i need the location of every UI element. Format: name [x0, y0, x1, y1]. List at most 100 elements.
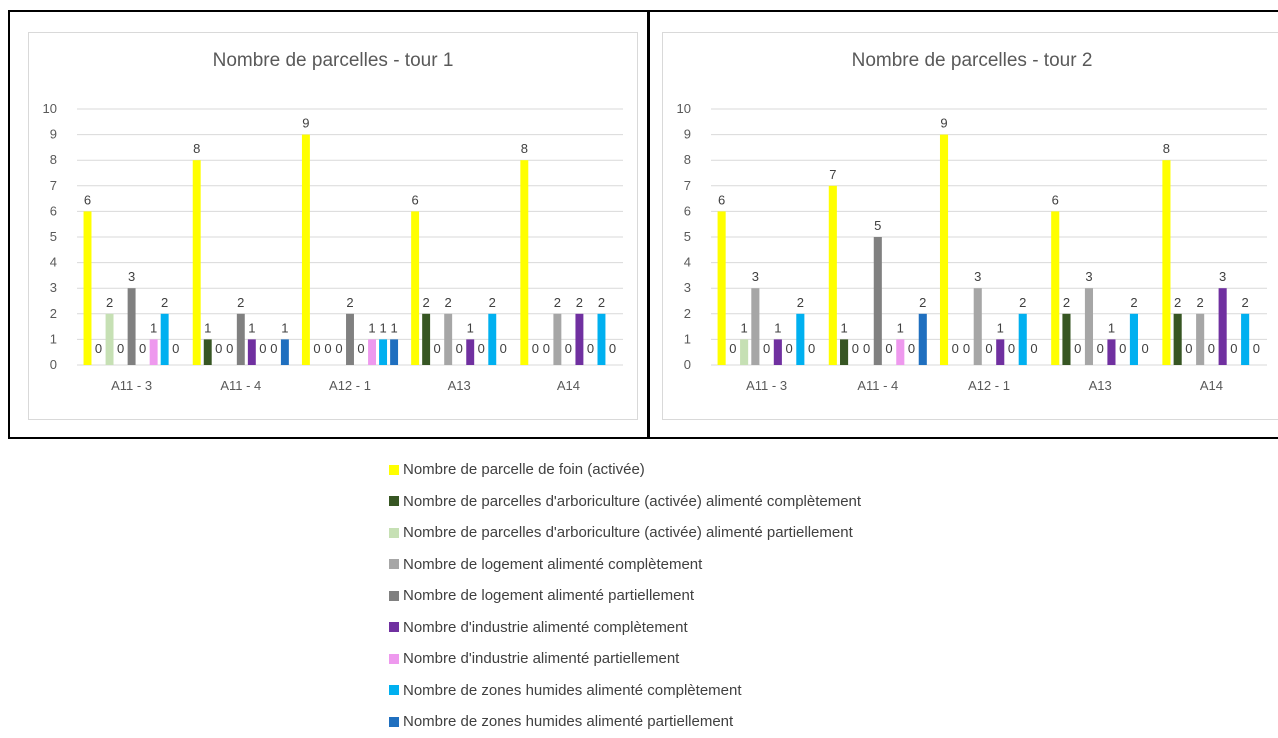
chart-panel-tour-1: Nombre de parcelles - tour 1 0 1 2 3 4 5 6 7 8 9 10…: [8, 10, 649, 439]
bar: [939, 134, 949, 365]
data-label: 0: [226, 341, 233, 356]
x-tick-label: A11 - 4: [857, 378, 898, 393]
legend-item: Nombre de parcelle de foin (activée): [389, 454, 1009, 486]
bar: [280, 339, 289, 365]
data-label: 0: [565, 341, 572, 356]
data-label: 3: [1219, 269, 1226, 284]
data-label: 2: [423, 295, 430, 310]
y-tick-label: 4: [50, 255, 57, 270]
y-tick-label: 0: [684, 357, 691, 372]
data-label: 0: [808, 341, 815, 356]
data-label: 9: [940, 116, 947, 131]
data-label: 1: [248, 320, 255, 335]
bar: [390, 339, 399, 365]
data-label: 1: [840, 320, 847, 335]
legend-label: Nombre de zones humides alimenté complèt…: [403, 681, 742, 699]
y-tick-label: 1: [684, 331, 691, 346]
bar: [444, 313, 453, 365]
data-label: 2: [1019, 295, 1026, 310]
y-tick-label: 4: [684, 255, 691, 270]
data-label: 2: [554, 295, 561, 310]
data-label: 0: [335, 341, 342, 356]
data-label: 0: [852, 341, 859, 356]
y-tick-label: 5: [50, 229, 57, 244]
legend-label: Nombre de logement alimenté partiellemen…: [403, 587, 694, 605]
bar: [1196, 313, 1205, 365]
data-label: 2: [1242, 295, 1249, 310]
data-label: 0: [885, 341, 892, 356]
bar: [346, 313, 354, 365]
legend-item: Nombre de zones humides alimenté complèt…: [389, 675, 1009, 707]
legend-swatch: [389, 527, 399, 538]
data-label: 6: [1052, 192, 1059, 207]
bar: [301, 134, 310, 365]
data-label: 0: [172, 341, 179, 356]
bar: [247, 339, 256, 365]
chart-title: Nombre de parcelles - tour 1: [213, 50, 454, 71]
legend-item: Nombre de logement alimenté complètement: [389, 549, 1009, 581]
bar: [1107, 339, 1116, 365]
chart-legend: Nombre de parcelle de foin (activée) Nomb…: [389, 454, 1009, 738]
data-label: 1: [897, 320, 904, 335]
data-label: 2: [1063, 295, 1070, 310]
bar: [973, 288, 982, 365]
data-label: 6: [718, 192, 725, 207]
y-tick-label: 10: [677, 101, 691, 116]
y-tick-label: 3: [50, 280, 57, 295]
data-label: 0: [1074, 341, 1081, 356]
x-tick-label: A11 - 3: [111, 378, 152, 393]
data-label: 0: [543, 341, 550, 356]
data-label: 8: [1163, 141, 1170, 156]
data-label: 1: [150, 320, 157, 335]
data-label: 2: [161, 295, 168, 310]
legend-swatch: [389, 464, 399, 475]
data-label: 2: [1130, 295, 1137, 310]
x-tick-label: A14: [557, 378, 580, 393]
y-tick-label: 8: [684, 152, 691, 167]
data-label: 1: [379, 320, 386, 335]
data-label: 0: [1030, 341, 1037, 356]
bar: [1162, 160, 1171, 365]
data-label: 0: [1142, 341, 1149, 356]
bar: [160, 313, 169, 365]
data-label: 1: [390, 320, 397, 335]
bar: [1062, 313, 1071, 365]
data-label: 0: [95, 341, 102, 356]
bar: [520, 160, 529, 365]
bar: [379, 339, 388, 365]
data-label: 0: [434, 341, 441, 356]
y-tick-label: 9: [684, 127, 691, 142]
bar: [1129, 313, 1138, 365]
y-tick-label: 2: [50, 306, 57, 321]
legend-swatch: [389, 685, 399, 696]
legend-label: Nombre de parcelle de foin (activée): [403, 461, 645, 479]
y-tick-label: 10: [43, 101, 57, 116]
chart-area-tour-2: Nombre de parcelles - tour 2 0 1 2 3 4 5 6 7 8 9 10…: [662, 32, 1278, 420]
bar: [149, 339, 158, 365]
bar: [873, 237, 882, 365]
chart-area-tour-1: Nombre de parcelles - tour 1 0 1 2 3 4 5 6 7 8 9 10…: [28, 32, 638, 420]
bar: [896, 339, 905, 365]
data-label: 6: [84, 192, 91, 207]
data-label: 2: [919, 295, 926, 310]
bar: [773, 339, 782, 365]
data-label: 0: [324, 341, 331, 356]
bar: [1051, 211, 1060, 365]
bar: [422, 313, 431, 365]
bar: [1173, 313, 1182, 365]
y-tick-label: 6: [684, 203, 691, 218]
bar: [1018, 313, 1027, 365]
data-label: 2: [1197, 295, 1204, 310]
data-label: 0: [215, 341, 222, 356]
data-label: 1: [467, 320, 474, 335]
x-tick-label: A11 - 4: [220, 378, 261, 393]
data-label: 0: [313, 341, 320, 356]
bar: [840, 339, 849, 365]
data-label: 7: [829, 167, 836, 182]
bar: [1084, 288, 1094, 365]
legend-label: Nombre d'industrie alimenté partiellemen…: [403, 650, 680, 668]
y-tick-label: 6: [50, 203, 57, 218]
legend-label: Nombre de parcelles d'arboriculture (act…: [403, 524, 853, 542]
x-tick-label: A13: [1089, 378, 1112, 393]
data-label: 1: [204, 320, 211, 335]
